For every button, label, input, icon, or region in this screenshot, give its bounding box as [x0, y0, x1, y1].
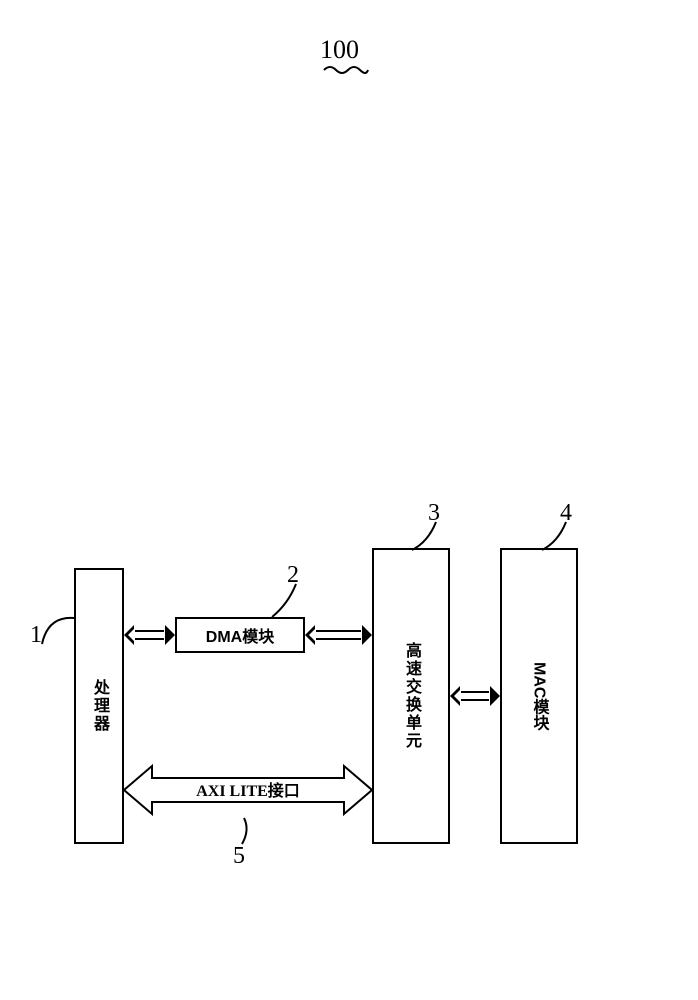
connector-1 [38, 612, 78, 652]
connector-2 [268, 582, 308, 622]
processor-block: 处理器 [74, 568, 124, 844]
label-5: 5 [233, 843, 245, 870]
squiggle-underline [322, 64, 370, 76]
connector-3 [408, 520, 448, 560]
axi-arrow-block: AXI LITE接口 [124, 762, 372, 818]
connector-4 [538, 520, 578, 560]
connector-5 [236, 816, 256, 846]
switch-block: 高速交换单元 [372, 548, 450, 844]
dma-block: DMA模块 [175, 617, 305, 653]
mac-label: MAC模块 [527, 662, 552, 730]
arrow-dma-switch [315, 630, 362, 640]
arrow-switch-mac [460, 691, 490, 701]
switch-label: 高速交换单元 [399, 642, 423, 750]
processor-label: 处理器 [87, 679, 111, 733]
figure-number: 100 [320, 35, 359, 65]
dma-label: DMA模块 [206, 623, 274, 647]
svg-text:AXI LITE接口: AXI LITE接口 [196, 781, 300, 800]
mac-block: MAC模块 [500, 548, 578, 844]
arrow-processor-dma [134, 630, 165, 640]
